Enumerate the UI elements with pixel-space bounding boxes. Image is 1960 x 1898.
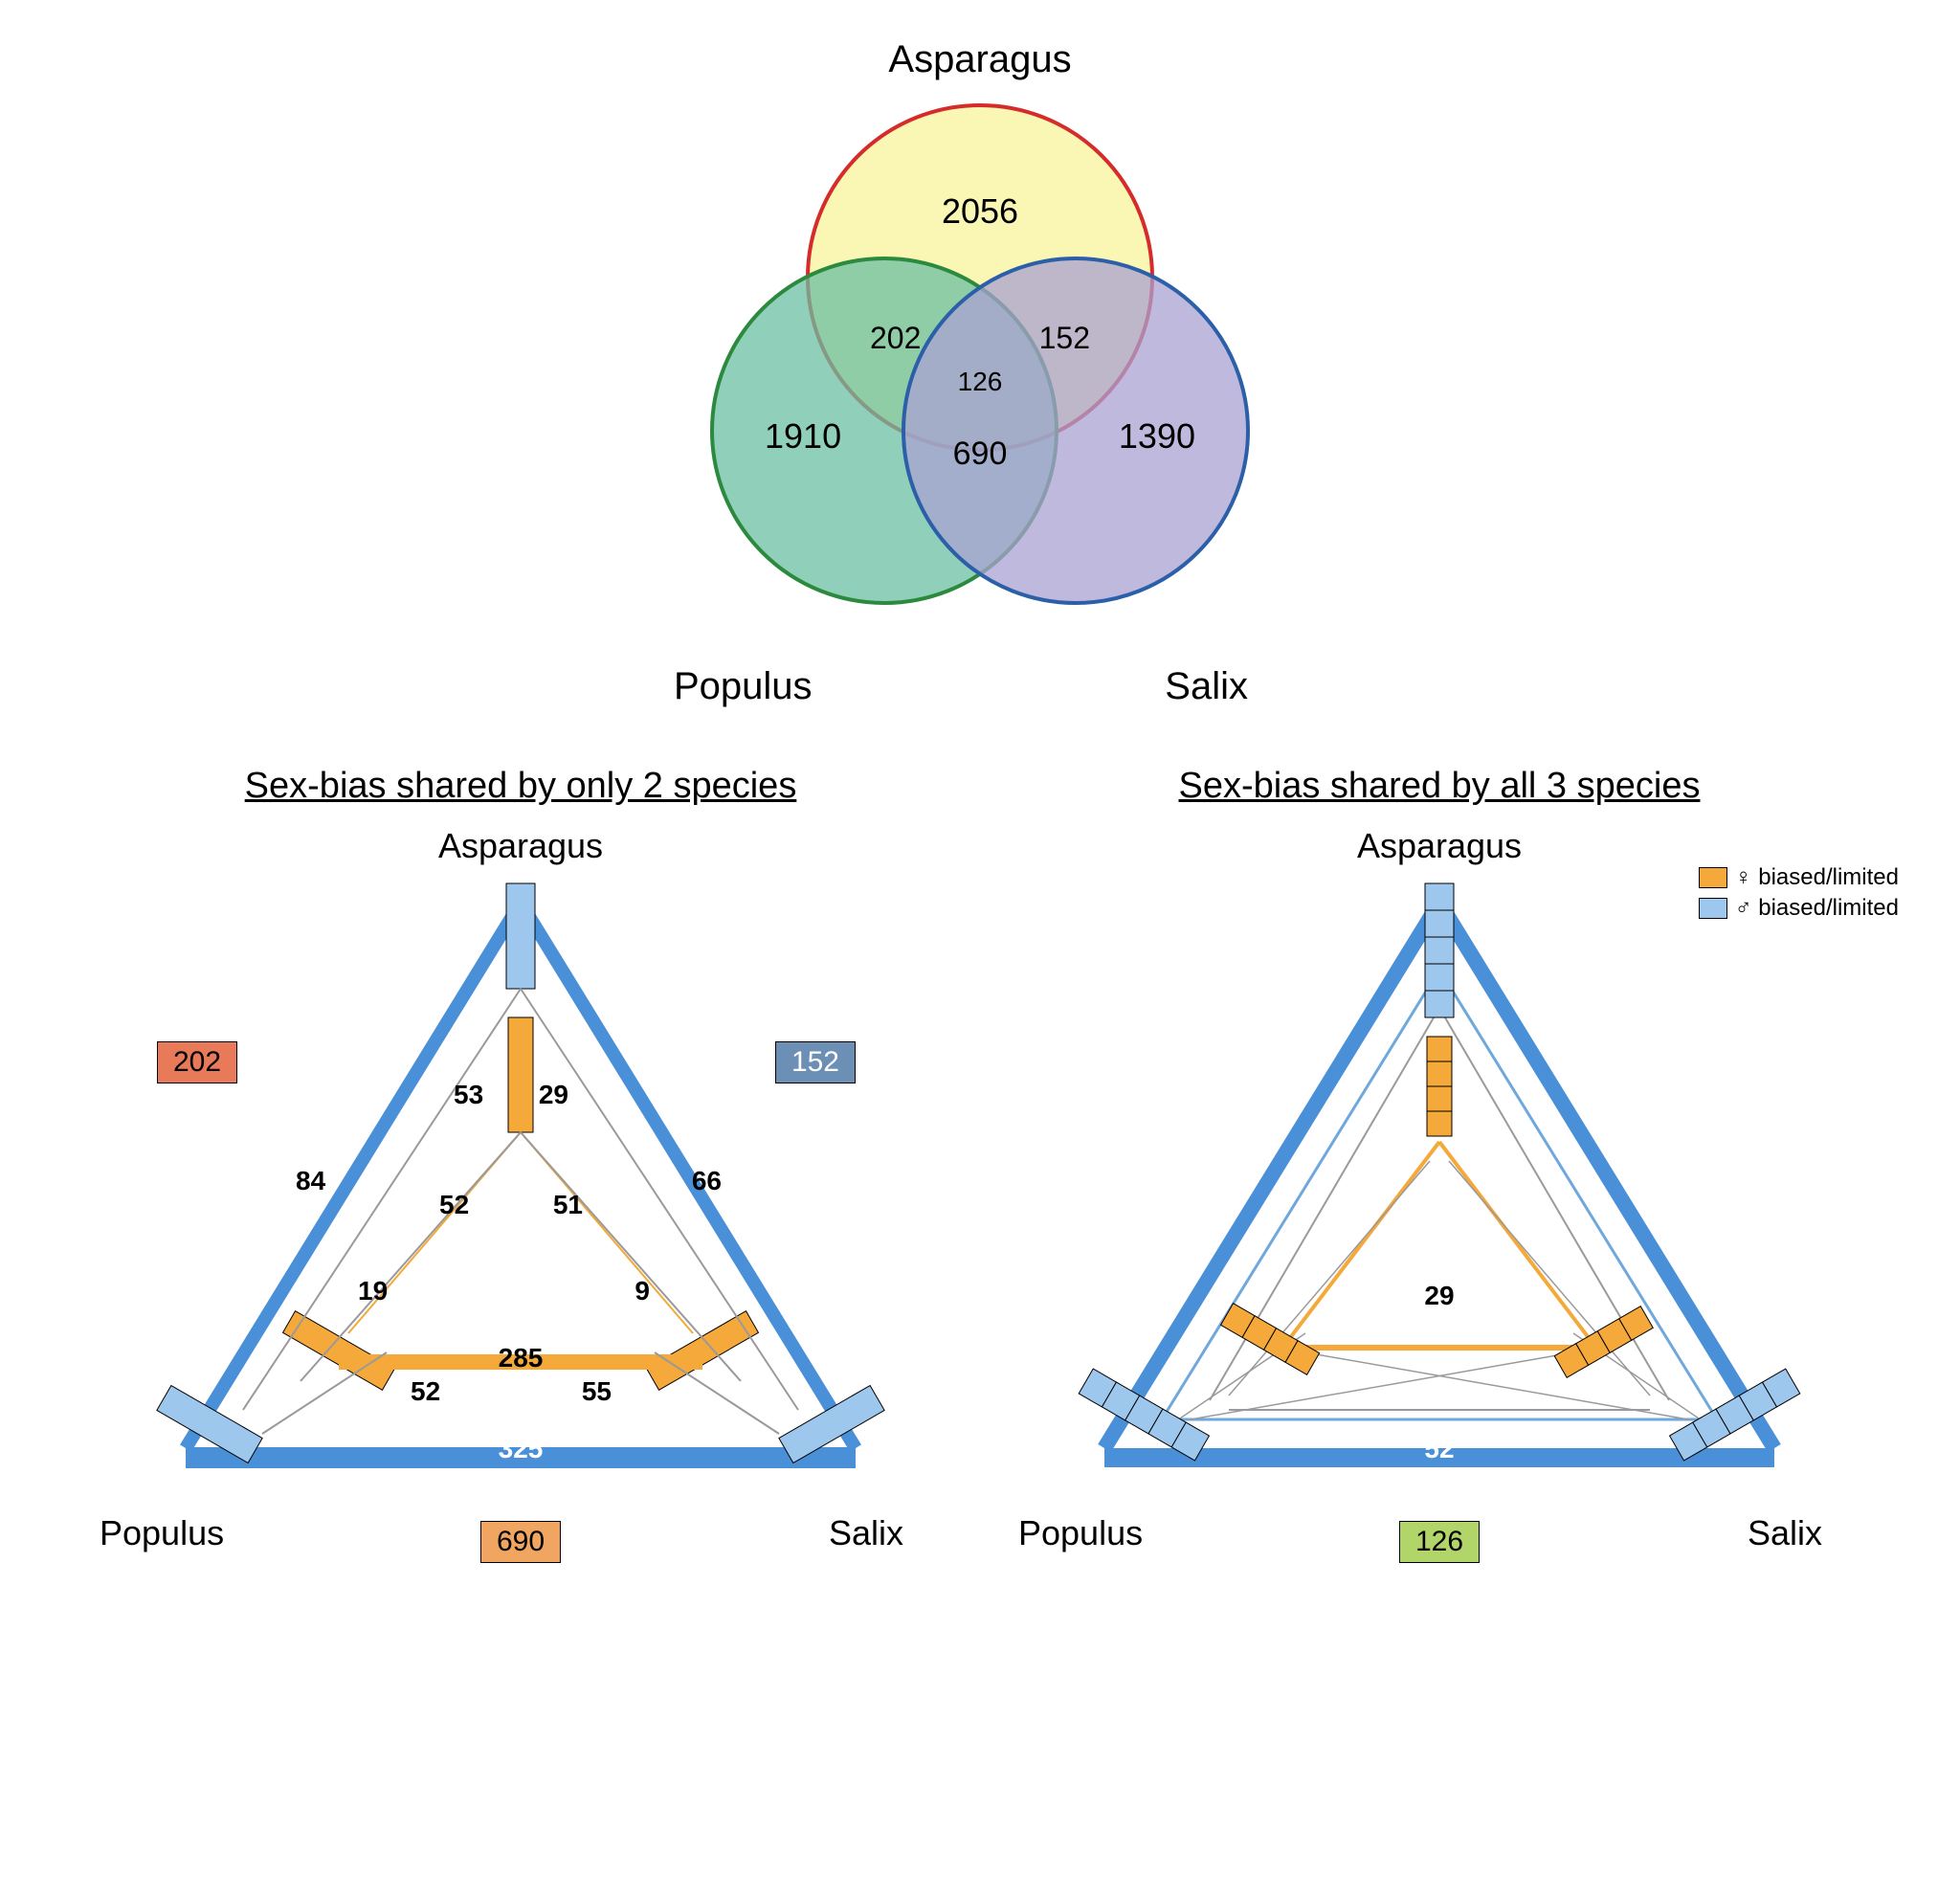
legend: ♀ biased/limited ♂ biased/limited [1699,864,1899,926]
panel-2species: Sex-bias shared by only 2 species Aspara… [100,766,942,1553]
n-52b: 52 [411,1376,440,1407]
panel-3-title: Sex-bias shared by all 3 species [1179,766,1701,807]
legend-male-text: ♂ biased/limited [1735,895,1899,922]
venn-top-left: 202 [870,321,921,356]
lower-panels: Sex-bias shared by only 2 species Aspara… [95,766,1865,1553]
triangle-left: Asparagus Populus Salix [100,826,942,1553]
venn-label-top: Asparagus [888,38,1071,81]
tri-svg-left [100,874,942,1525]
swatch-female [1699,867,1727,888]
n-51: 51 [553,1190,583,1220]
venn-top-right: 152 [1039,321,1090,356]
venn-center: 126 [958,367,1003,397]
n-84: 84 [296,1166,325,1196]
venn-svg [674,96,1286,632]
legend-female-text: ♀ biased/limited [1735,864,1899,891]
n-55: 55 [582,1376,612,1407]
n-52a: 52 [439,1190,469,1220]
n-53: 53 [454,1080,483,1110]
n-19: 19 [358,1276,388,1306]
legend-female: ♀ biased/limited [1699,864,1899,891]
swatch-male [1699,898,1727,919]
badge-126: 126 [1399,1521,1480,1563]
badge-202: 202 [157,1041,237,1083]
venn-label-left: Populus [674,665,813,708]
badge-690: 690 [480,1521,561,1563]
n-29-r: 29 [1424,1281,1454,1311]
panel-3species: Sex-bias shared by all 3 species Asparag… [1018,766,1860,1553]
legend-male: ♂ biased/limited [1699,895,1899,922]
venn-top-only: 2056 [942,191,1018,232]
venn-label-right: Salix [1165,665,1248,708]
badge-152: 152 [775,1041,856,1083]
n-9: 9 [635,1276,650,1306]
tri-svg-right [1018,874,1860,1525]
v-top-l: Asparagus [438,826,603,866]
n-66: 66 [692,1166,722,1196]
triangle-right: Asparagus Populus Salix [1018,826,1860,1553]
n-52-r: 52 [1424,1434,1454,1464]
venn-left-only: 1910 [765,416,841,457]
venn-right-only: 1390 [1119,416,1195,457]
venn-left-right: 690 [953,435,1008,473]
v-top-r: Asparagus [1357,826,1522,866]
panel-2-title: Sex-bias shared by only 2 species [245,766,797,807]
n-29: 29 [539,1080,568,1110]
n-325: 325 [499,1434,544,1464]
venn-diagram: Asparagus 2056 1910 1390 202 152 690 126… [597,38,1363,708]
n-285: 285 [499,1343,544,1373]
